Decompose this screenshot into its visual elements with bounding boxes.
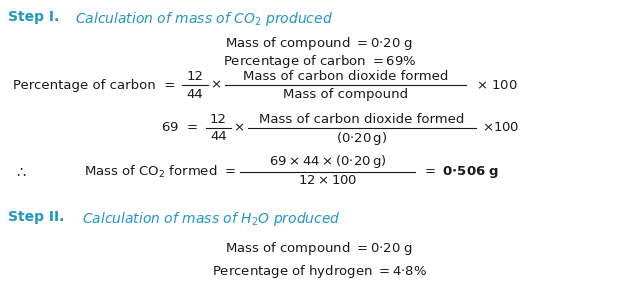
Text: 44: 44: [210, 130, 227, 143]
Text: $\times$: $\times$: [210, 79, 221, 92]
Text: $\therefore$: $\therefore$: [14, 164, 27, 180]
Text: Mass of CO$_2$ formed  =: Mass of CO$_2$ formed =: [84, 164, 236, 180]
Text: Mass of compound $= 0{\cdot}20\ \mathrm{g}$: Mass of compound $= 0{\cdot}20\ \mathrm{…: [226, 240, 413, 257]
Text: Mass of carbon dioxide formed: Mass of carbon dioxide formed: [243, 70, 449, 83]
Text: $\times 100$: $\times 100$: [482, 121, 520, 134]
Text: $\it{Calculation\ of\ mass\ of\ H_2O\ produced}$: $\it{Calculation\ of\ mass\ of\ H_2O\ pr…: [82, 210, 341, 228]
Text: 12: 12: [210, 113, 227, 126]
Text: Percentage of carbon $= 69\%$: Percentage of carbon $= 69\%$: [223, 53, 416, 70]
Text: $69 \times 44 \times (0{\cdot}20\,\mathrm{g})$: $69 \times 44 \times (0{\cdot}20\,\mathr…: [269, 153, 386, 170]
Text: 12: 12: [187, 70, 203, 83]
Text: Step I.: Step I.: [8, 10, 59, 24]
Text: $\it{Calculation\ of\ mass\ of\ CO_2\ produced}$: $\it{Calculation\ of\ mass\ of\ CO_2\ pr…: [75, 10, 334, 28]
Text: $\times\ 100$: $\times\ 100$: [476, 79, 518, 92]
Text: Step II.: Step II.: [8, 210, 64, 224]
Text: $\times$: $\times$: [233, 121, 244, 134]
Text: $69$  =: $69$ =: [161, 121, 198, 134]
Text: $(0{\cdot}20\,\mathrm{g})$: $(0{\cdot}20\,\mathrm{g})$: [336, 130, 388, 147]
Text: $=\ \mathbf{0{\cdot}506\ g}$: $=\ \mathbf{0{\cdot}506\ g}$: [422, 164, 499, 180]
Text: 44: 44: [187, 88, 203, 101]
Text: Percentage of hydrogen $= 4{\cdot}8\%$: Percentage of hydrogen $= 4{\cdot}8\%$: [212, 263, 427, 280]
Text: Mass of compound $= 0{\cdot}20\ \mathrm{g}$: Mass of compound $= 0{\cdot}20\ \mathrm{…: [226, 35, 413, 52]
Text: $12 \times 100$: $12 \times 100$: [298, 174, 357, 187]
Text: Mass of compound: Mass of compound: [283, 88, 408, 101]
Text: Mass of carbon dioxide formed: Mass of carbon dioxide formed: [259, 113, 465, 126]
Text: Percentage of carbon  =: Percentage of carbon =: [13, 79, 176, 92]
